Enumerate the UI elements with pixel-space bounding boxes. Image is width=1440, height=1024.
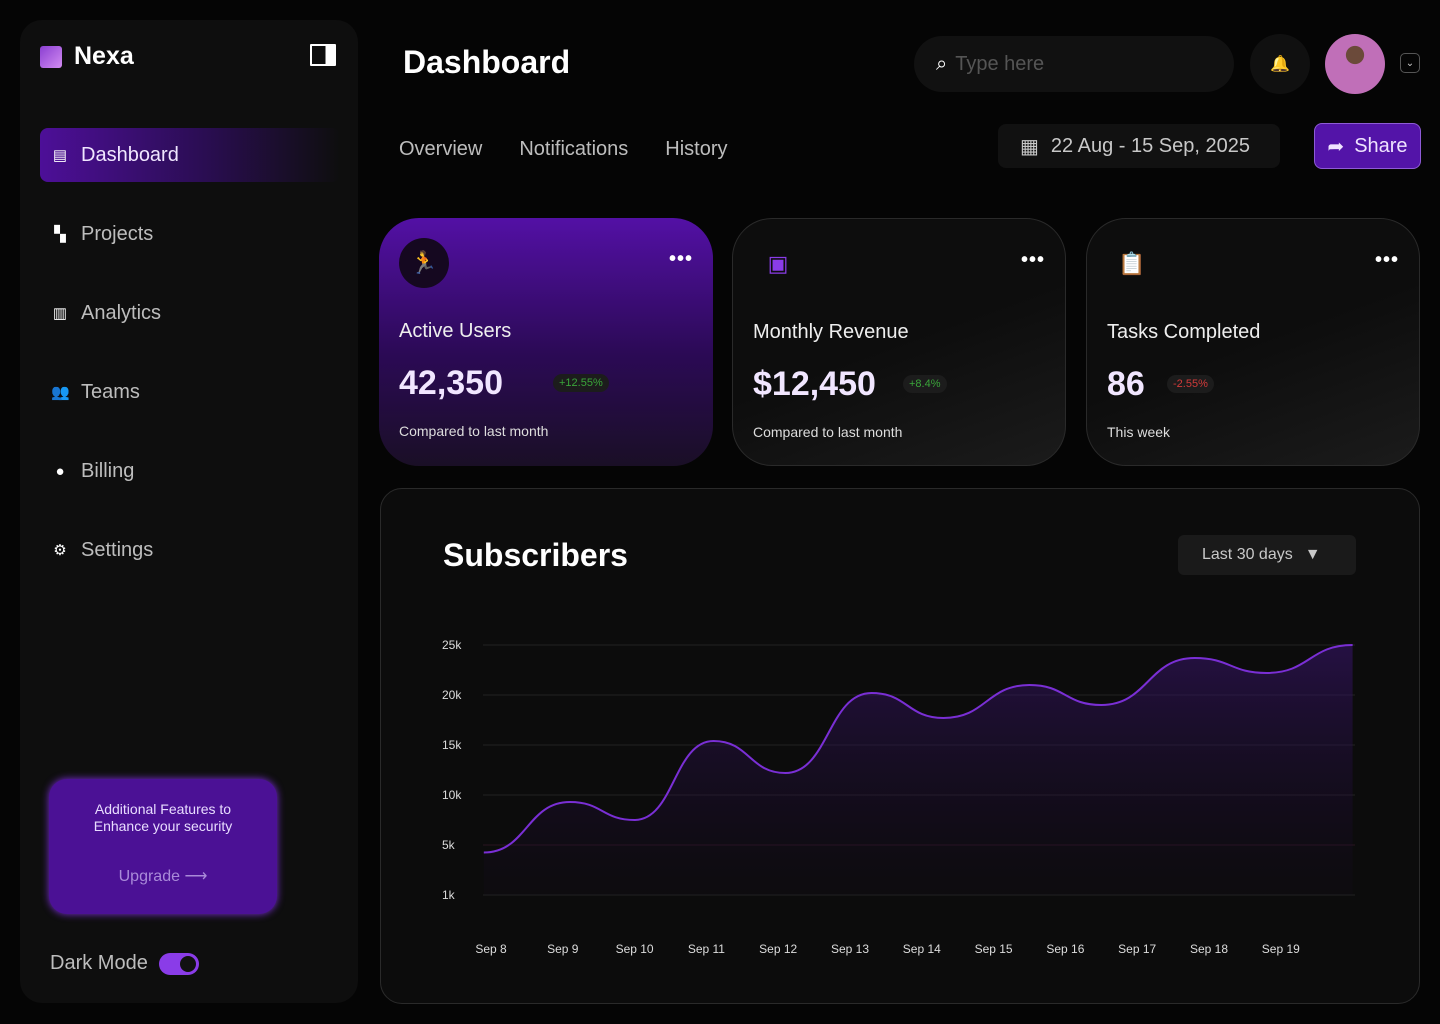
stat-card: 📋 ••• Tasks Completed 86 -2.55% This wee… (1086, 218, 1420, 466)
chevron-down-icon[interactable]: ⌄ (1400, 53, 1420, 73)
range-select[interactable]: Last 30 days ▼ (1178, 535, 1356, 575)
id-card-icon: ▤ (52, 147, 68, 164)
money-icon: ▣ (767, 251, 789, 276)
more-options-icon[interactable]: ••• (668, 248, 693, 270)
dark-mode-toggle[interactable] (158, 952, 199, 975)
change-badge: -2.55% (1167, 375, 1214, 393)
sidebar-item-label: Dashboard (81, 143, 179, 166)
bell-icon: 🔔 (1270, 56, 1290, 73)
x-tick-label: Sep 12 (759, 942, 797, 956)
x-tick-label: Sep 9 (547, 942, 579, 956)
upgrade-button[interactable]: Upgrade ⟶ (49, 868, 277, 885)
y-tick-label: 20k (442, 688, 462, 702)
range-label: Last 30 days (1202, 546, 1293, 563)
card-subtext: This week (1107, 424, 1171, 440)
promo-text: Enhance your security (93, 818, 233, 834)
share-icon: ➦ (1327, 135, 1345, 158)
date-range-text: 22 Aug - 15 Sep, 2025 (1050, 134, 1250, 157)
users-icon: 👥 (51, 384, 70, 401)
sidebar-item-dashboard[interactable]: ▤ Dashboard (40, 128, 340, 182)
card-value: $12,450 (753, 365, 876, 403)
upgrade-promo: Additional Features to Enhance your secu… (49, 779, 277, 914)
share-label: Share (1354, 134, 1408, 157)
arrow-right-icon: ⟶ (184, 868, 208, 885)
change-badge: +12.55% (553, 374, 609, 392)
projects-icon: ▚ (54, 226, 66, 243)
x-tick-label: Sep 15 (975, 942, 1013, 956)
tab-overview[interactable]: Overview (399, 138, 483, 160)
upgrade-label: Upgrade (118, 868, 180, 885)
sidebar-item-label: Projects (81, 222, 154, 245)
sidebar-item-settings[interactable]: ⚙ Settings (40, 523, 340, 577)
stat-card: 🏃 ••• Active Users 42,350 +12.55% Compar… (379, 218, 713, 466)
sidebar-item-analytics[interactable]: ▥ Analytics (40, 286, 340, 340)
card-label: Monthly Revenue (753, 321, 909, 343)
more-options-icon[interactable]: ••• (1374, 249, 1399, 271)
clipboard-check-icon: 📋 (1118, 251, 1146, 276)
brand[interactable]: Nexa (40, 42, 134, 71)
sidebar-item-billing[interactable]: ● Billing (40, 444, 340, 498)
y-tick-label: 1k (442, 888, 456, 902)
card-label: Active Users (399, 320, 512, 342)
card-value: 86 (1107, 365, 1145, 403)
sidebar-item-projects[interactable]: ▚ Projects (40, 207, 340, 261)
x-tick-label: Sep 19 (1262, 942, 1300, 956)
card-subtext: Compared to last month (399, 423, 549, 439)
logo-icon (40, 45, 62, 68)
promo-text: Additional Features to (94, 801, 232, 817)
sidebar-item-label: Billing (81, 459, 135, 482)
share-button[interactable]: ➦ Share (1314, 123, 1421, 169)
card-value: 42,350 (399, 364, 503, 402)
x-tick-label: Sep 11 (688, 942, 725, 956)
search-placeholder: Type here (955, 52, 1045, 75)
caret-down-icon: ▼ (1304, 546, 1321, 563)
tab-history[interactable]: History (665, 138, 728, 160)
page-title: Dashboard (403, 44, 571, 80)
more-options-icon[interactable]: ••• (1020, 249, 1045, 271)
y-tick-label: 15k (442, 738, 462, 752)
series-area (483, 645, 1353, 895)
y-tick-label: 5k (442, 838, 456, 852)
bar-chart-icon: ▥ (52, 305, 68, 322)
search-input[interactable]: ⌕ Type here (914, 36, 1234, 92)
brand-name: Nexa (74, 42, 134, 70)
running-person-icon: 🏃 (399, 238, 449, 288)
notifications-button[interactable]: 🔔 (1250, 34, 1310, 94)
y-tick-label: 25k (442, 638, 462, 652)
coins-icon: ● (55, 462, 65, 480)
sidebar-toggle-icon[interactable] (310, 44, 336, 66)
sidebar: Nexa ▤ Dashboard ▚ Projects ▥ Analytics 👥 Teams… (20, 20, 358, 1003)
x-tick-label: Sep 14 (903, 942, 941, 956)
y-tick-label: 10k (442, 788, 462, 802)
tabs: Overview Notifications History (399, 138, 728, 161)
calendar-icon: ▦ (1020, 135, 1039, 158)
card-subtext: Compared to last month (753, 424, 903, 440)
gear-icon: ⚙ (53, 542, 67, 559)
change-badge: +8.4% (903, 375, 947, 393)
sidebar-item-label: Settings (81, 538, 154, 561)
dark-mode-row: Dark Mode (50, 952, 199, 975)
tab-notifications[interactable]: Notifications (519, 138, 629, 160)
dark-mode-label: Dark Mode (50, 952, 148, 974)
chart-title: Subscribers (443, 537, 628, 573)
avatar[interactable] (1325, 34, 1385, 94)
sidebar-item-label: Teams (81, 380, 140, 403)
search-icon: ⌕ (936, 52, 948, 75)
x-tick-label: Sep 8 (475, 942, 507, 956)
sidebar-item-label: Analytics (81, 301, 162, 324)
x-tick-label: Sep 10 (616, 942, 654, 956)
stat-card: ▣ ••• Monthly Revenue $12,450 +8.4% Comp… (732, 218, 1066, 466)
sidebar-item-teams[interactable]: 👥 Teams (40, 365, 340, 419)
date-range-picker[interactable]: ▦ 22 Aug - 15 Sep, 2025 (998, 124, 1280, 168)
x-tick-label: Sep 18 (1190, 942, 1228, 956)
card-label: Tasks Completed (1107, 321, 1261, 343)
x-tick-label: Sep 16 (1046, 942, 1084, 956)
x-tick-label: Sep 17 (1118, 942, 1156, 956)
x-tick-label: Sep 13 (831, 942, 869, 956)
